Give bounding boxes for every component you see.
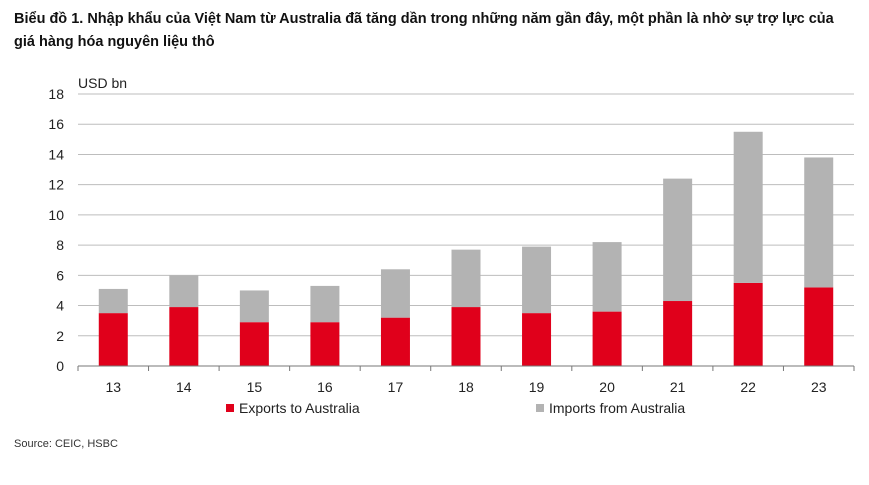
y-tick-label: 6: [56, 267, 64, 283]
bar-imports: [733, 131, 763, 283]
bar-exports: [733, 282, 763, 366]
bar-exports: [239, 322, 269, 366]
bar-exports: [451, 307, 481, 366]
x-tick-label: 17: [388, 379, 404, 395]
bar-imports: [663, 178, 693, 302]
y-tick-label: 14: [48, 146, 64, 162]
bar-imports: [804, 157, 834, 288]
chart-title: Biểu đồ 1. Nhập khẩu của Việt Nam từ Aus…: [14, 11, 834, 50]
legend-label-imports: Imports from Australia: [549, 400, 685, 416]
x-tick-label: 23: [811, 379, 827, 395]
y-tick-label: 4: [56, 298, 64, 314]
bar-exports: [380, 317, 410, 366]
x-tick-label: 20: [599, 379, 615, 395]
bar-imports: [522, 246, 552, 314]
bar-imports: [169, 275, 199, 308]
y-tick-label: 2: [56, 328, 64, 344]
x-tick-label: 15: [247, 379, 263, 395]
bar-imports: [592, 242, 622, 312]
legend-swatch-imports: [536, 404, 544, 412]
legend-label-exports: Exports to Australia: [239, 400, 360, 416]
bar-exports: [310, 322, 340, 366]
x-tick-label: 13: [105, 379, 121, 395]
bar-exports: [804, 287, 834, 366]
x-tick-label: 16: [317, 379, 333, 395]
bar-imports: [380, 269, 410, 318]
legend: Exports to Australia Imports from Austral…: [226, 400, 685, 416]
bar-imports: [98, 288, 128, 314]
legend-swatch-exports: [226, 404, 234, 412]
bar-exports: [169, 307, 199, 366]
x-axis-ticks: 13 14 15 16 17 18 19 20 21 22 23: [105, 379, 826, 395]
y-tick-label: 16: [48, 116, 64, 132]
bar-exports: [592, 311, 622, 366]
y-tick-label: 18: [48, 86, 64, 102]
y-tick-label: 10: [48, 207, 64, 223]
x-tick-label: 19: [529, 379, 545, 395]
source-note: Source: CEIC, HSBC: [14, 438, 118, 450]
bar-exports: [522, 313, 552, 366]
bars: [98, 131, 834, 366]
bar-imports: [239, 290, 269, 323]
x-tick-label: 21: [670, 379, 686, 395]
y-tick-label: 8: [56, 237, 64, 253]
x-tick-label: 18: [458, 379, 474, 395]
x-tick-label: 14: [176, 379, 192, 395]
y-tick-label: 0: [56, 358, 64, 374]
y-axis-unit-label: USD bn: [78, 75, 127, 91]
bar-exports: [98, 313, 128, 366]
y-axis-ticks: 0 2 4 6 8 10 12 14 16 18: [48, 86, 64, 374]
bar-exports: [663, 301, 693, 366]
bar-imports: [310, 285, 340, 323]
bar-imports: [451, 249, 481, 308]
x-axis: [77, 365, 855, 371]
x-tick-label: 22: [740, 379, 756, 395]
y-tick-label: 12: [48, 177, 64, 193]
gridlines: [78, 93, 854, 337]
